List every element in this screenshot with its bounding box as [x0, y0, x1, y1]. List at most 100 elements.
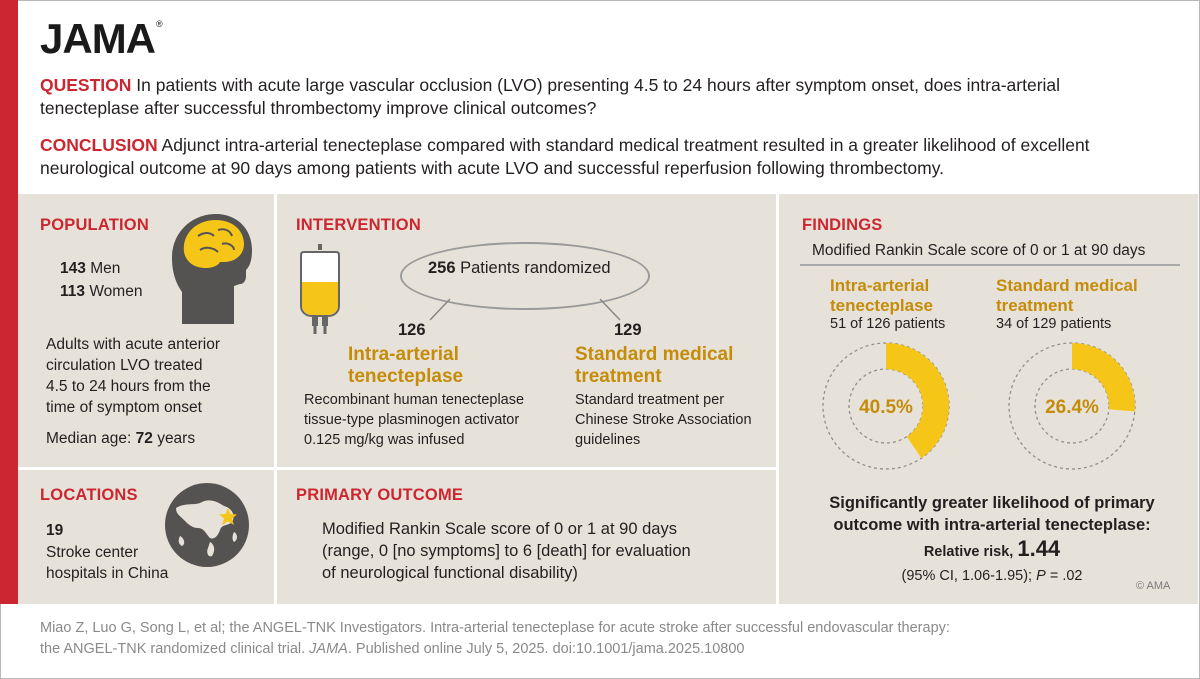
donut-percent-label: 40.5% [859, 397, 913, 418]
findings-title: FINDINGS [802, 216, 883, 234]
finding-arm2-detail: 34 of 129 patients [996, 316, 1112, 332]
locations-description: Stroke center hospitals in China [46, 542, 168, 584]
registered-mark: ® [156, 19, 163, 29]
donut-chart-arm1: 40.5% [822, 342, 950, 470]
median-age-value: 72 [135, 430, 153, 447]
arm1-desc-line: 0.125 mg/kg was infused [304, 432, 465, 448]
population-title: POPULATION [40, 216, 149, 234]
finding-arm2-name-line: Standard medical [996, 276, 1138, 295]
citation-title-end: the ANGEL-TNK randomized clinical trial. [40, 641, 306, 657]
head-brain-icon [172, 214, 252, 324]
randomized-ellipse [400, 242, 650, 310]
women-count-row: 113 Women [60, 281, 142, 302]
finding-arm1-name-line: tenecteplase [830, 296, 933, 315]
primary-outcome-line: Modified Rankin Scale score of 0 or 1 at… [322, 520, 677, 538]
arm1-count: 126 [398, 321, 426, 339]
citation: Miao Z, Luo G, Song L, et al; the ANGEL-… [40, 618, 1160, 660]
description-line: time of symptom onset [46, 399, 202, 416]
logo-text: JAMA [40, 15, 156, 62]
arm2-desc-line: guidelines [575, 432, 641, 448]
arm2-description: Standard treatment per Chinese Stroke As… [575, 390, 752, 450]
locations-title: LOCATIONS [40, 486, 138, 504]
population-description: Adults with acute anterior circulation L… [46, 334, 220, 418]
copyright-notice: © AMA [1136, 580, 1171, 592]
question-label: QUESTION [40, 75, 132, 95]
randomized-label: Patients randomized [460, 259, 611, 277]
citation-publication: . Published online July 5, 2025. doi:10.… [347, 641, 745, 657]
median-age: Median age: 72 years [46, 428, 195, 449]
relative-risk-row: Relative risk, 1.44 [812, 538, 1172, 563]
women-count: 113 [60, 283, 86, 300]
citation-journal: JAMA [309, 641, 348, 657]
relative-risk-label: Relative risk, [923, 544, 1014, 560]
locations-line: Stroke center [46, 544, 139, 561]
findings-summary: Significantly greater likelihood of prim… [812, 492, 1172, 536]
primary-outcome-text: Modified Rankin Scale score of 0 or 1 at… [322, 518, 691, 584]
conclusion-text: Adjunct intra-arterial tenecteplase comp… [40, 135, 1090, 178]
randomized-count-row: 256 Patients randomized [428, 258, 611, 279]
relative-risk-value: 1.44 [1017, 536, 1061, 561]
p-label: P [1036, 568, 1046, 584]
globe-icon [165, 483, 249, 567]
confidence-interval-row: (95% CI, 1.06-1.95); P = .02 [812, 566, 1172, 587]
question-block: QUESTION In patients with acute large va… [40, 74, 1160, 120]
primary-outcome-title: PRIMARY OUTCOME [296, 486, 464, 504]
finding-arm2-name: Standard medical treatment [996, 276, 1138, 316]
donut-percent-label: 26.4% [1045, 397, 1099, 418]
locations-line: hospitals in China [46, 565, 169, 582]
arm1-desc-line: tissue-type plasminogen activator [304, 412, 520, 428]
arm1-description: Recombinant human tenecteplase tissue-ty… [304, 390, 524, 450]
arm1-name-line: tenecteplase [348, 366, 464, 387]
conclusion-label: CONCLUSION [40, 135, 158, 155]
arm1-name-line: Intra-arterial [348, 344, 459, 365]
findings-summary-line: Significantly greater likelihood of prim… [829, 494, 1155, 512]
primary-outcome-line: of neurological functional disability) [322, 564, 578, 582]
accent-bar [0, 0, 18, 604]
branch-lines [429, 298, 621, 321]
men-count-row: 143 Men [60, 258, 120, 279]
description-line: Adults with acute anterior [46, 336, 221, 353]
description-line: 4.5 to 24 hours from the [46, 378, 211, 395]
finding-arm2-name-line: treatment [996, 296, 1074, 315]
panel-divider [18, 467, 274, 470]
citation-line: the ANGEL-TNK randomized clinical trial.… [40, 639, 1160, 660]
conclusion-block: CONCLUSION Adjunct intra-arterial tenect… [40, 134, 1160, 180]
description-line: circulation LVO treated [46, 357, 203, 374]
arm2-desc-line: Standard treatment per [575, 392, 725, 408]
arm2-count: 129 [614, 321, 642, 339]
panel-divider [274, 194, 277, 604]
primary-outcome-line: (range, 0 [no symptoms] to 6 [death] for… [322, 542, 691, 560]
intervention-title: INTERVENTION [296, 216, 421, 234]
star-icon [219, 508, 237, 525]
arm2-name-line: treatment [575, 366, 662, 387]
donut-chart-arm2: 26.4% [1008, 342, 1136, 470]
jama-logo: JAMA® [40, 15, 163, 62]
arm2-name-line: Standard medical [575, 344, 734, 365]
locations-count: 19 [46, 522, 64, 539]
arm2-name: Standard medical treatment [575, 344, 733, 388]
citation-line: Miao Z, Luo G, Song L, et al; the ANGEL-… [40, 620, 950, 636]
donut-wedge [886, 343, 949, 459]
randomized-count: 256 [428, 259, 456, 277]
median-age-label: Median age: [46, 430, 132, 447]
finding-arm1-detail: 51 of 126 patients [830, 316, 946, 332]
question-text: In patients with acute large vascular oc… [40, 75, 1061, 118]
iv-bag-icon [300, 244, 340, 334]
median-age-unit: years [157, 430, 196, 447]
panel-divider [776, 194, 779, 604]
women-label: Women [89, 283, 143, 300]
arm1-name: Intra-arterial tenecteplase [348, 344, 463, 388]
findings-rule [800, 264, 1180, 266]
arm2-desc-line: Chinese Stroke Association [575, 412, 752, 428]
panel-divider [277, 467, 776, 470]
p-value: = .02 [1049, 568, 1083, 584]
confidence-interval: (95% CI, 1.06-1.95); [901, 568, 1033, 584]
donut-wedge [1072, 343, 1135, 412]
men-count: 143 [60, 260, 86, 277]
findings-summary-line: outcome with intra-arterial tenecteplase… [833, 516, 1151, 534]
findings-subtitle: Modified Rankin Scale score of 0 or 1 at… [812, 242, 1146, 259]
finding-arm1-name: Intra-arterial tenecteplase [830, 276, 933, 316]
finding-arm1-name-line: Intra-arterial [830, 276, 930, 295]
arm1-desc-line: Recombinant human tenecteplase [304, 392, 525, 408]
men-label: Men [90, 260, 121, 277]
